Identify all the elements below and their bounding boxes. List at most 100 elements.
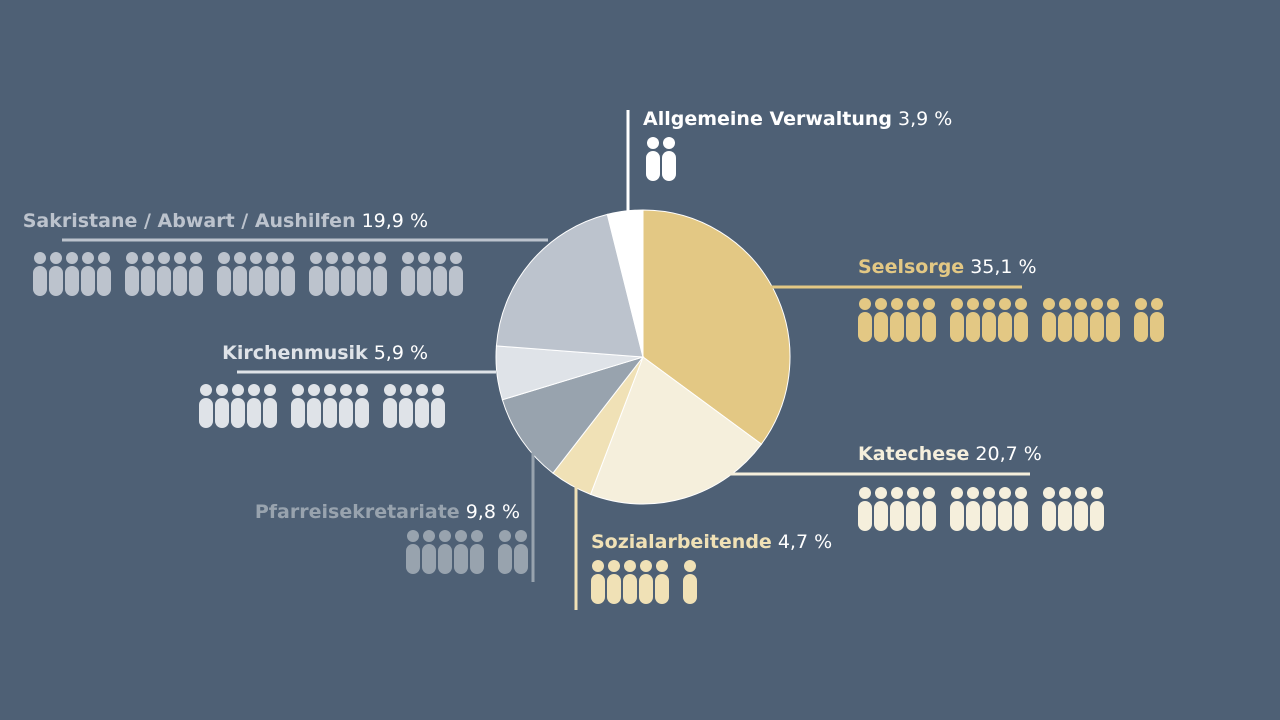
- person-icon: [307, 384, 321, 428]
- person-icon: [263, 384, 277, 428]
- label-pct-sozialarbeitende: 4,7 %: [778, 531, 832, 553]
- person-icon: [655, 560, 669, 604]
- person-icon: [514, 530, 528, 574]
- label-pct-kirchenmusik: 5,9 %: [374, 342, 428, 364]
- people-icons-pfarreisekretariate: [406, 530, 528, 574]
- pie-slice-sakristane-abwart-aushilfen: [495, 213, 644, 358]
- person-icon: [890, 487, 904, 531]
- person-icon: [874, 298, 888, 342]
- person-icon: [217, 252, 231, 296]
- person-icon: [1042, 298, 1056, 342]
- label-sakristane-abwart-aushilfen: Sakristane / Abwart / Aushilfen 19,9 %: [23, 210, 428, 232]
- label-pct-pfarreisekretariate: 9,8 %: [466, 501, 520, 523]
- person-icon: [1150, 298, 1164, 342]
- label-katechese: Katechese 20,7 %: [858, 443, 1042, 465]
- person-icon: [922, 487, 936, 531]
- person-icon: [383, 384, 397, 428]
- person-icon: [249, 252, 263, 296]
- people-icons-katechese: [858, 487, 1104, 531]
- person-icon: [646, 137, 660, 181]
- person-icon: [1106, 298, 1120, 342]
- person-icon: [950, 487, 964, 531]
- person-icon: [49, 252, 63, 296]
- person-icon: [357, 252, 371, 296]
- person-icon: [401, 252, 415, 296]
- person-icon: [173, 252, 187, 296]
- person-icon: [449, 252, 463, 296]
- label-name-allgemeine-verwaltung: Allgemeine Verwaltung: [643, 108, 892, 130]
- pie-slice-allgemeine-verwaltung: [606, 209, 644, 358]
- person-icon: [607, 560, 621, 604]
- label-kirchenmusik: Kirchenmusik 5,9 %: [222, 342, 428, 364]
- person-icon: [982, 487, 996, 531]
- person-icon: [858, 298, 872, 342]
- people-icons-kirchenmusik: [199, 384, 445, 428]
- people-icons-sakristane-abwart-aushilfen: [33, 252, 463, 296]
- person-icon: [157, 252, 171, 296]
- person-icon: [1074, 298, 1088, 342]
- person-icon: [373, 252, 387, 296]
- label-sozialarbeitende: Sozialarbeitende 4,7 %: [591, 531, 832, 553]
- people-icons-allgemeine-verwaltung: [646, 137, 676, 181]
- label-name-sozialarbeitende: Sozialarbeitende: [591, 531, 772, 553]
- person-icon: [683, 560, 697, 604]
- person-icon: [141, 252, 155, 296]
- person-icon: [433, 252, 447, 296]
- person-icon: [233, 252, 247, 296]
- person-icon: [323, 384, 337, 428]
- label-name-sakristane-abwart-aushilfen: Sakristane / Abwart / Aushilfen: [23, 210, 356, 232]
- person-icon: [65, 252, 79, 296]
- person-icon: [1058, 487, 1072, 531]
- pie-slice-pfarreisekretariate: [501, 356, 645, 474]
- label-seelsorge: Seelsorge 35,1 %: [858, 256, 1037, 278]
- person-icon: [125, 252, 139, 296]
- label-name-seelsorge: Seelsorge: [858, 256, 964, 278]
- person-icon: [406, 530, 420, 574]
- pie-slice-seelsorge: [642, 209, 791, 445]
- person-icon: [591, 560, 605, 604]
- person-icon: [415, 384, 429, 428]
- person-icon: [498, 530, 512, 574]
- person-icon: [890, 298, 904, 342]
- label-name-pfarreisekretariate: Pfarreisekretariate: [255, 501, 460, 523]
- person-icon: [998, 487, 1012, 531]
- person-icon: [998, 298, 1012, 342]
- person-icon: [1014, 298, 1028, 342]
- person-icon: [966, 298, 980, 342]
- label-pct-katechese: 20,7 %: [975, 443, 1041, 465]
- people-icons-seelsorge: [858, 298, 1164, 342]
- person-icon: [291, 384, 305, 428]
- person-icon: [1042, 487, 1056, 531]
- label-pfarreisekretariate: Pfarreisekretariate 9,8 %: [255, 501, 520, 523]
- person-icon: [470, 530, 484, 574]
- person-icon: [1074, 487, 1088, 531]
- person-icon: [97, 252, 111, 296]
- label-name-katechese: Katechese: [858, 443, 969, 465]
- pie-slice-katechese: [589, 356, 763, 505]
- person-icon: [215, 384, 229, 428]
- person-icon: [355, 384, 369, 428]
- person-icon: [422, 530, 436, 574]
- person-icon: [639, 560, 653, 604]
- label-pct-allgemeine-verwaltung: 3,9 %: [898, 108, 952, 130]
- person-icon: [966, 487, 980, 531]
- person-icon: [265, 252, 279, 296]
- person-icon: [199, 384, 213, 428]
- person-icon: [906, 487, 920, 531]
- person-icon: [247, 384, 261, 428]
- person-icon: [1090, 487, 1104, 531]
- person-icon: [281, 252, 295, 296]
- label-allgemeine-verwaltung: Allgemeine Verwaltung 3,9 %: [643, 108, 952, 130]
- person-icon: [950, 298, 964, 342]
- person-icon: [922, 298, 936, 342]
- person-icon: [874, 487, 888, 531]
- person-icon: [431, 384, 445, 428]
- person-icon: [858, 487, 872, 531]
- person-icon: [33, 252, 47, 296]
- person-icon: [906, 298, 920, 342]
- person-icon: [1058, 298, 1072, 342]
- person-icon: [982, 298, 996, 342]
- person-icon: [454, 530, 468, 574]
- person-icon: [662, 137, 676, 181]
